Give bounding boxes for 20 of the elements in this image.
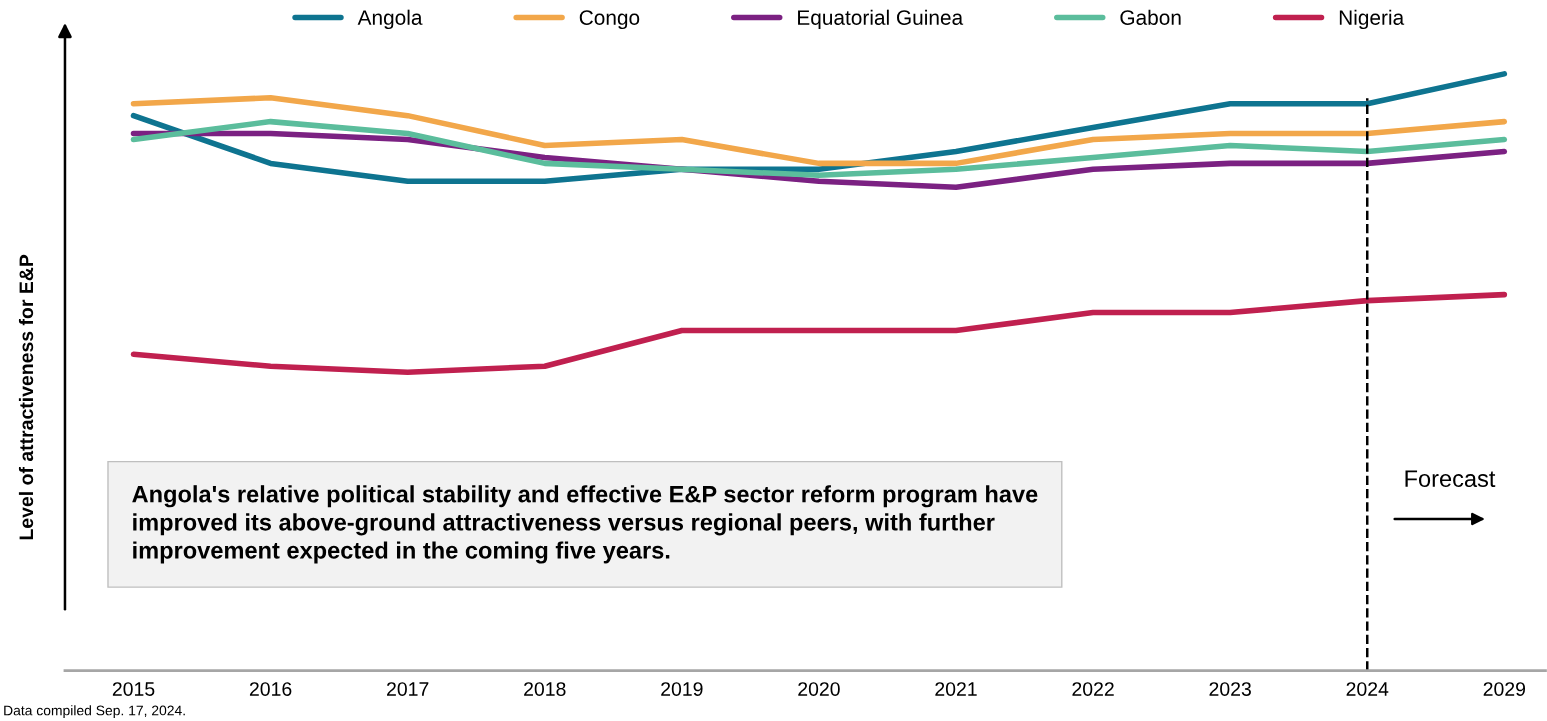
x-tick-label: 2022: [1072, 682, 1114, 696]
legend-label: Angola: [357, 9, 423, 30]
legend-label: Equatorial Guinea: [798, 9, 964, 30]
y-axis-title: Level of attractiveness for E&P: [18, 254, 34, 540]
x-tick-label: 2024: [1346, 682, 1389, 696]
x-tick-label: 2020: [798, 682, 840, 696]
legend-label: Congo: [579, 10, 640, 30]
legend-label: Nigeria: [1339, 9, 1405, 30]
annotation: Angola's relative political stability and effective E&P sector reform program have improved its above-ground attractiveness versus regional peers, with further improvement expected in the coming five years.: [132, 485, 1038, 564]
x-tick-label: 2023: [1209, 682, 1251, 696]
x-tick-label: 2016: [249, 682, 292, 696]
legend-label: Gabon: [1120, 9, 1181, 25]
x-tick-label: 2018: [524, 682, 566, 696]
x-tick-label: 2029: [1483, 682, 1526, 696]
x-tick-label: 2021: [935, 682, 977, 696]
annotation: Forecast: [1405, 470, 1496, 488]
text: Data compiled Sep. 17, 2024.: [4, 705, 185, 719]
x-tick-label: 2019: [661, 682, 703, 696]
x-tick-label: 2015: [112, 682, 155, 696]
x-tick-label: 2017: [387, 682, 429, 696]
